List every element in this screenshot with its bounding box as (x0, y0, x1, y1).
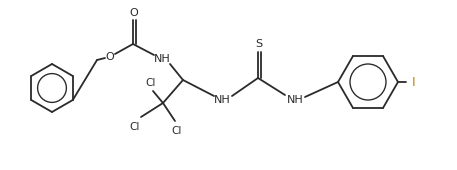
Text: NH: NH (213, 95, 230, 105)
Text: S: S (255, 39, 263, 49)
Text: O: O (106, 52, 114, 62)
Text: Cl: Cl (146, 78, 156, 88)
Text: Cl: Cl (172, 126, 182, 136)
Text: I: I (412, 75, 416, 89)
Text: O: O (130, 8, 138, 18)
Text: NH: NH (287, 95, 303, 105)
Text: NH: NH (154, 54, 170, 64)
Text: Cl: Cl (130, 122, 140, 132)
